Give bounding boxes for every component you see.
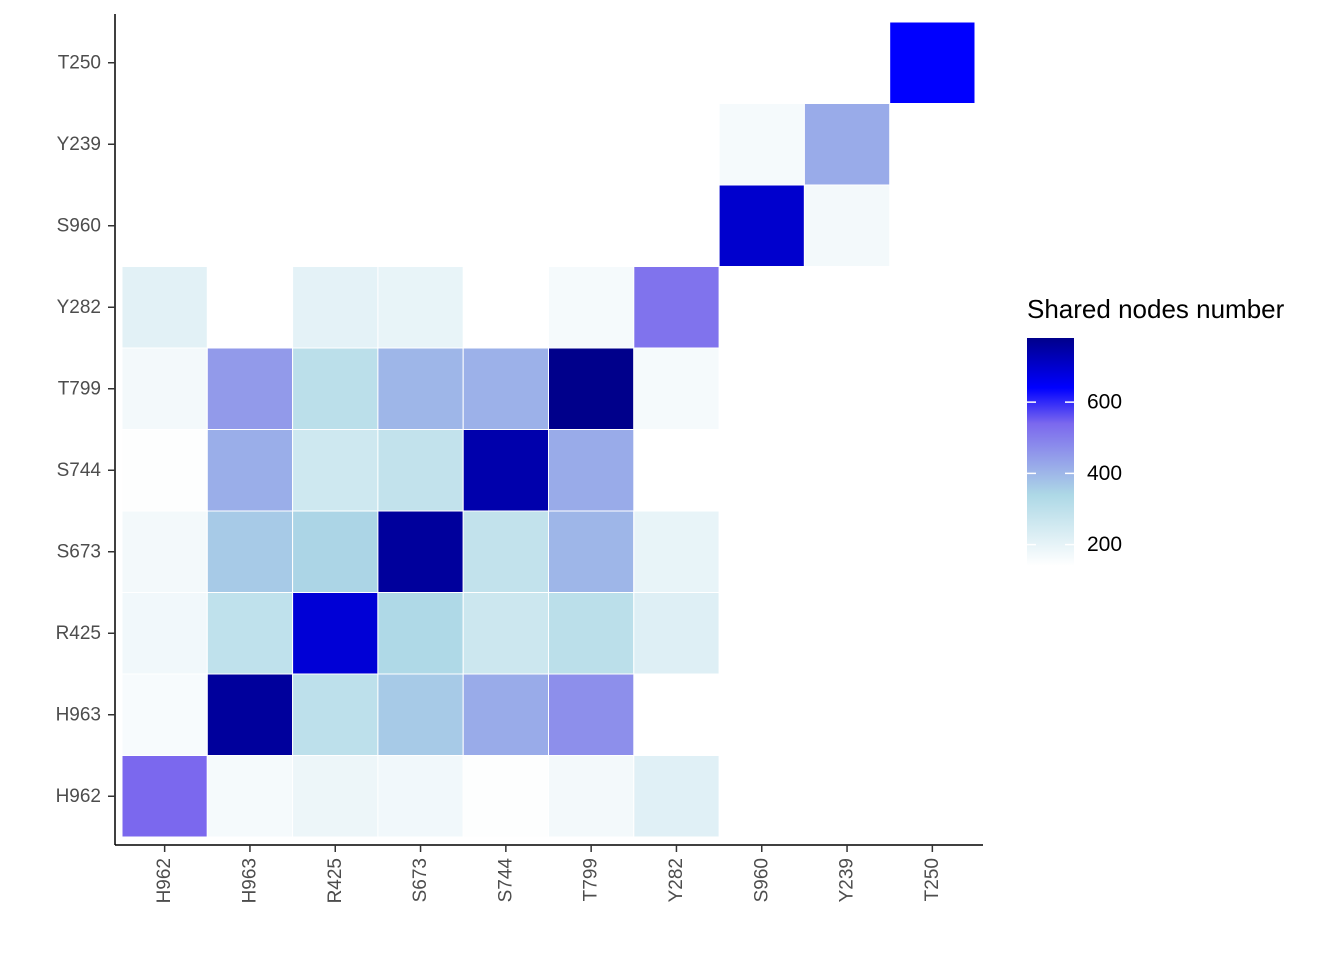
y-tick-label: Y282	[57, 297, 101, 318]
heatmap-cell-s673-h963	[377, 673, 464, 756]
heatmap-cell-s744-s673	[462, 510, 550, 593]
heatmap-cell-s744-h963	[462, 673, 550, 756]
x-axis-ticks: H962 H963 R425 S673 S744 T799 Y282 S960 Y239 T250	[154, 845, 943, 903]
x-tick-label: S744	[495, 858, 516, 903]
heatmap-cell-r425-h962	[292, 755, 379, 838]
x-tick-label: T250	[922, 858, 943, 901]
x-tick-label: H962	[154, 858, 175, 903]
heatmap-cell-y239-s960	[803, 184, 891, 267]
y-tick-label: S673	[57, 541, 101, 562]
legend-colorbar	[1027, 338, 1074, 566]
heatmap-cell-h962-s673	[121, 510, 208, 593]
y-axis-ticks: H962 H963 R425 S673 S744 T799 Y282 S960 Y239 T250	[56, 52, 115, 807]
heatmap-cell-s673-h962	[377, 755, 464, 838]
heatmap-cell-h962-h963	[121, 673, 208, 756]
heatmap-cell-y239-y239	[803, 103, 891, 186]
heatmap-cell-s960-s960	[718, 184, 805, 267]
heatmap-cell-t799-y282	[548, 266, 635, 349]
legend-tick-label: 200	[1087, 533, 1122, 556]
axes	[114, 14, 983, 846]
heatmap-cell-h963-t799	[206, 347, 294, 430]
x-tick-label: S960	[751, 858, 772, 902]
heatmap-cell-t799-s744	[548, 429, 635, 512]
heatmap-cell-t250-t250	[889, 21, 976, 104]
x-tick-label: Y239	[837, 858, 858, 902]
heatmap-cell-s673-t799	[377, 347, 464, 430]
heatmap-cell-h962-h962	[121, 755, 208, 838]
x-tick-label: R425	[325, 858, 346, 903]
heatmap-cell-y282-r425	[633, 592, 720, 675]
heatmap-cell-r425-t799	[292, 347, 379, 430]
heatmap-cell-r425-s673	[292, 510, 379, 593]
heatmap-cell-s744-s744	[462, 429, 550, 512]
y-tick-label: H963	[56, 704, 101, 725]
y-tick-label: S744	[57, 460, 102, 481]
y-tick-label: Y239	[57, 134, 101, 155]
heatmap-cell-s673-s673	[377, 510, 464, 593]
legend-ticks: 200 400 600	[1027, 391, 1122, 556]
heatmap-cell-h963-s744	[206, 429, 294, 512]
heatmap-cell-s744-t799	[462, 347, 550, 430]
x-tick-label: T799	[581, 858, 602, 901]
heatmap-cell-h962-y282	[121, 266, 208, 349]
y-tick-label: S960	[57, 215, 101, 236]
heatmap-cell-t799-r425	[548, 592, 635, 675]
color-legend: Shared nodes number 200 400 600	[1027, 294, 1285, 566]
y-tick-label: T799	[58, 378, 101, 399]
heatmap-cell-h963-r425	[206, 592, 294, 675]
heatmap-cell-y282-y282	[633, 266, 720, 349]
legend-tick-label: 400	[1087, 462, 1122, 485]
heatmap-cell-h963-h962	[206, 755, 294, 838]
heatmap-cell-s960-y239	[718, 103, 805, 186]
heatmap-cell-t799-s673	[548, 510, 635, 593]
heatmap-cell-h962-s744	[121, 429, 208, 512]
heatmap-cell-t799-t799	[548, 347, 635, 430]
heatmap-cell-r425-s744	[292, 429, 379, 512]
heatmap-cell-r425-y282	[292, 266, 379, 349]
x-tick-label: S673	[410, 858, 431, 902]
legend-tick-label: 600	[1087, 391, 1122, 414]
heatmap-cell-h962-r425	[121, 592, 208, 675]
heatmap-cell-h962-t799	[121, 347, 208, 430]
heatmap-cell-h963-h963	[206, 673, 294, 756]
x-tick-label: Y282	[666, 858, 687, 902]
heatmap-cell-t799-h962	[548, 755, 635, 838]
heatmap-cell-h963-s673	[206, 510, 294, 593]
heatmap-cell-s673-r425	[377, 592, 464, 675]
heatmap-cell-y282-t799	[633, 347, 720, 430]
heatmap-cell-y282-s673	[633, 510, 720, 593]
heatmap-cell-s673-y282	[377, 266, 464, 349]
legend-title: Shared nodes number	[1027, 294, 1285, 324]
heatmap-cell-r425-h963	[292, 673, 379, 756]
y-tick-label: H962	[56, 786, 101, 807]
x-tick-label: H963	[239, 858, 260, 903]
heatmap-cell-y282-h962	[633, 755, 720, 838]
heatmap-cell-s673-s744	[377, 429, 464, 512]
heatmap-cells	[121, 21, 976, 838]
heatmap-cell-s744-r425	[462, 592, 550, 675]
heatmap-cell-t799-h963	[548, 673, 635, 756]
heatmap-cell-r425-r425	[292, 592, 379, 675]
heatmap-cell-s744-h962	[462, 755, 550, 838]
y-tick-label: T250	[58, 52, 101, 73]
y-tick-label: R425	[56, 623, 101, 644]
